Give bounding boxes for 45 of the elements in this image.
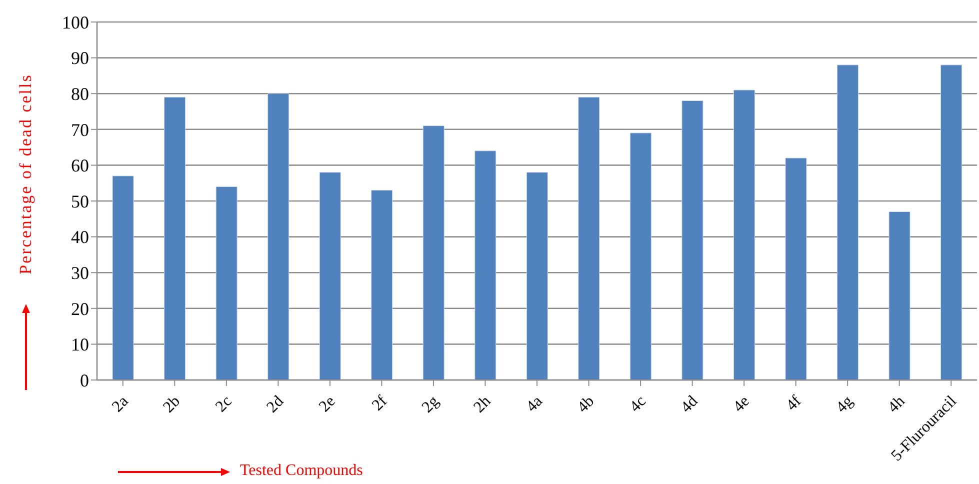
bar [526,172,548,380]
bar [319,172,341,380]
x-tick-label: 4e [730,392,753,416]
x-tick-label: 4g [833,392,856,416]
bar [630,132,652,380]
bar [474,150,496,380]
bar [216,186,238,380]
x-tick-label: 4a [523,392,546,416]
bar [888,211,910,380]
y-tick-label: 30 [71,262,89,283]
y-axis-title: Percentage of dead cells [16,74,36,274]
x-tick-label: 2a [109,392,132,416]
bar [836,64,858,380]
x-tick-label: 4d [678,392,702,416]
x-tick-label: 2g [418,392,442,416]
bar [733,90,755,380]
y-tick-label: 50 [71,191,89,212]
y-tick-label: 100 [62,12,89,32]
y-tick-label: 60 [71,156,89,176]
x-tick-label: 2h [470,392,494,416]
bar [682,100,704,380]
y-tick-label: 10 [71,334,89,355]
bar [578,96,600,380]
x-tick-label: 4f [783,392,806,414]
x-tick-label: 2d [264,392,288,416]
y-tick-label: 0 [80,370,89,390]
bar [940,64,962,380]
bar [785,158,807,380]
bar [112,176,134,380]
x-tick-label: 2c [212,392,236,416]
x-tick-label: 4c [626,392,650,416]
bar [268,93,290,380]
bar [371,190,393,380]
x-tick-label: 4b [574,392,598,416]
x-tick-label: 2b [160,392,184,416]
x-tick-label: 2f [369,392,392,414]
y-tick-label: 80 [71,84,89,104]
y-tick-label: 70 [71,120,89,140]
bar [164,96,186,380]
y-tick-label: 90 [71,48,89,68]
y-tick-label: 40 [71,227,89,248]
bar [422,126,444,380]
x-tick-label: 2e [316,392,339,416]
x-axis-title: Tested Compounds [240,462,363,480]
y-tick-label: 20 [71,298,89,319]
